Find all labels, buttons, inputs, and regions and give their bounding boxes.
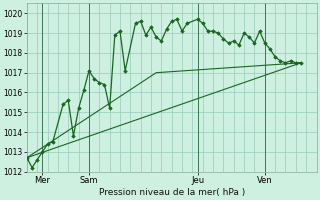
- X-axis label: Pression niveau de la mer( hPa ): Pression niveau de la mer( hPa ): [99, 188, 245, 197]
